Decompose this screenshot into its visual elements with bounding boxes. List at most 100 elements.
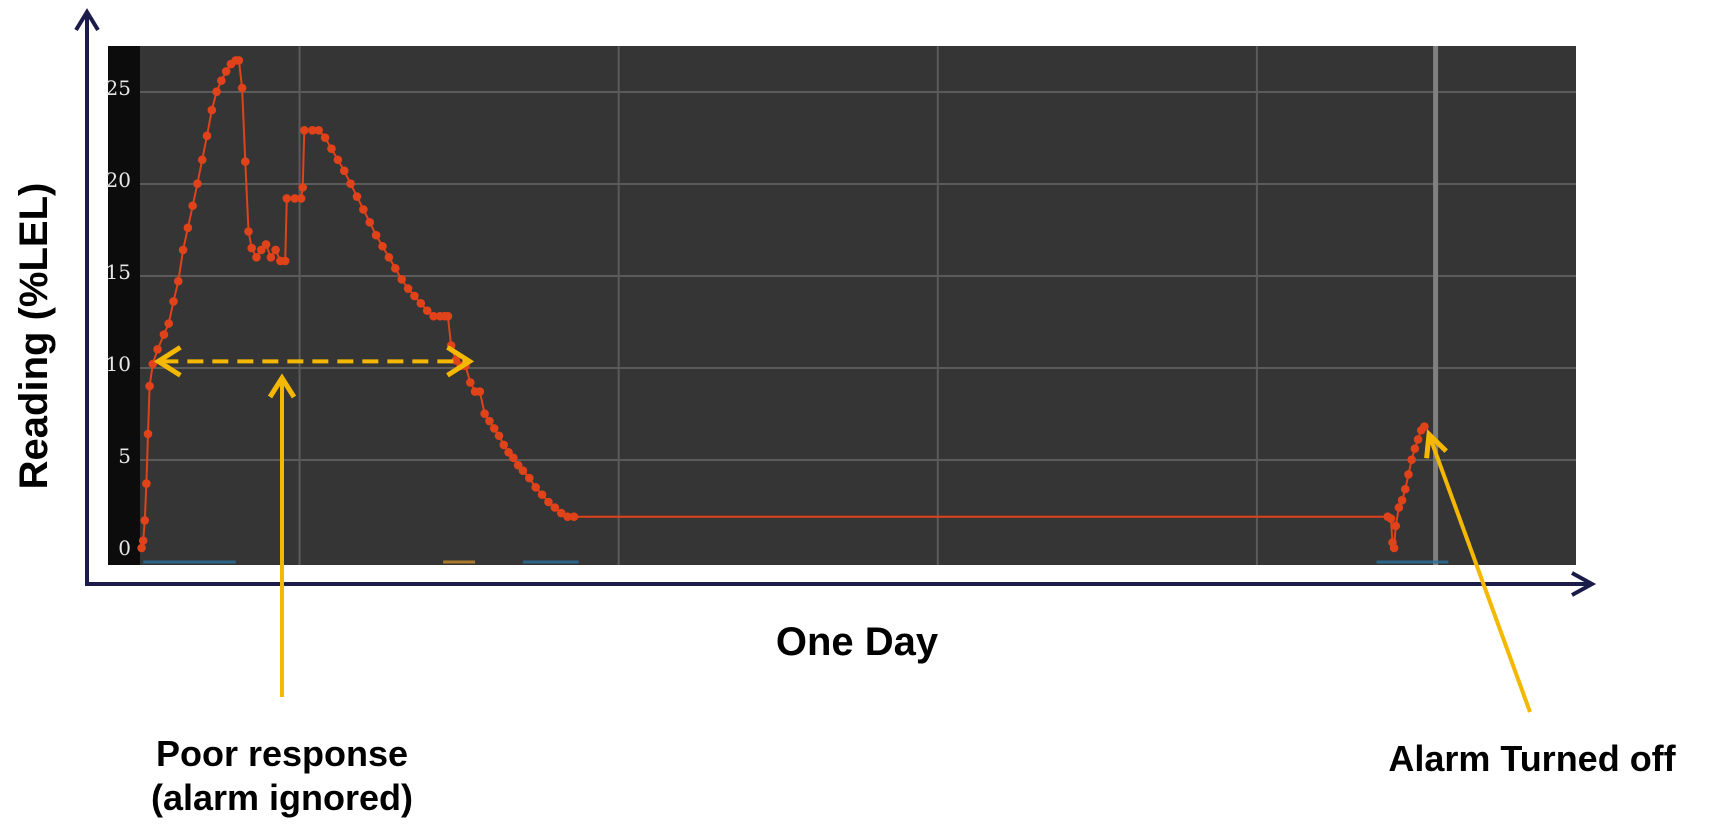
data-point-74 <box>494 431 504 441</box>
data-point-58 <box>416 298 426 308</box>
data-point-33 <box>271 245 280 255</box>
x-axis-arrowhead <box>1571 571 1597 597</box>
data-point-26 <box>241 157 250 166</box>
data-point-53 <box>384 252 394 262</box>
data-point-0 <box>137 543 146 553</box>
data-point-49 <box>359 205 368 214</box>
data-point-54 <box>390 264 400 273</box>
data-point-95 <box>1394 503 1404 512</box>
data-point-46 <box>339 166 349 176</box>
data-point-59 <box>422 306 432 315</box>
data-point-75 <box>499 440 509 450</box>
data-point-73 <box>489 424 499 433</box>
data-point-4 <box>143 429 153 439</box>
alarm-off-arrow-shaft <box>1427 433 1532 713</box>
data-point-25 <box>237 83 247 93</box>
data-point-35 <box>280 256 290 266</box>
data-point-79 <box>518 466 528 476</box>
y-tick-label-20: 20 <box>106 168 131 192</box>
data-point-83 <box>544 497 553 507</box>
data-point-40 <box>300 126 309 135</box>
data-point-43 <box>320 133 330 142</box>
data-point-38 <box>296 194 306 203</box>
data-point-3 <box>142 479 151 488</box>
data-point-8 <box>159 330 169 339</box>
y-tick-label-15: 15 <box>106 260 131 284</box>
data-point-2 <box>140 516 150 525</box>
data-point-84 <box>550 503 560 512</box>
data-point-18 <box>207 105 217 115</box>
annotation-poor-response-line2: (alarm ignored) <box>151 777 413 818</box>
data-point-27 <box>244 227 253 236</box>
data-point-24 <box>234 56 244 65</box>
data-point-98 <box>1404 470 1413 479</box>
data-point-44 <box>327 144 336 154</box>
data-point-15 <box>193 179 202 188</box>
y-tick-label-5: 5 <box>118 444 131 468</box>
data-point-55 <box>397 275 406 284</box>
alarm-off-arrow-head <box>1424 428 1448 459</box>
data-point-48 <box>352 192 362 201</box>
annotation-alarm-turned-off: Alarm Turned off <box>1388 738 1676 779</box>
annotation-poor-response-line1: Poor response <box>156 733 408 774</box>
data-point-42 <box>314 126 324 135</box>
data-point-72 <box>485 416 494 426</box>
double-arrow-head-left <box>153 345 182 378</box>
data-point-31 <box>261 240 271 249</box>
data-point-94 <box>1391 521 1401 531</box>
data-point-86 <box>563 512 572 522</box>
data-point-57 <box>410 291 419 301</box>
data-point-28 <box>247 243 256 253</box>
data-point-11 <box>173 276 183 286</box>
data-point-71 <box>480 409 489 418</box>
data-point-82 <box>537 490 547 499</box>
data-point-52 <box>378 241 387 251</box>
plot-background <box>108 46 1576 565</box>
data-point-80 <box>525 473 534 483</box>
data-point-99 <box>1407 455 1416 464</box>
data-point-14 <box>188 201 197 211</box>
data-point-20 <box>217 76 226 85</box>
data-point-101 <box>1413 435 1423 444</box>
data-point-1 <box>138 536 148 545</box>
data-point-97 <box>1400 484 1410 494</box>
double-arrow-head-right <box>446 345 475 378</box>
data-point-70 <box>475 387 485 396</box>
y-tick-label-10: 10 <box>106 352 131 376</box>
x-axis-label: One Day <box>776 620 939 664</box>
data-point-41 <box>308 126 317 135</box>
data-point-56 <box>403 284 413 293</box>
y-axis-label: Reading (%LEL) <box>12 183 56 490</box>
data-point-32 <box>266 252 276 262</box>
data-point-10 <box>169 297 178 306</box>
annotations <box>153 345 1532 713</box>
data-point-103 <box>1420 422 1429 431</box>
data-point-19 <box>212 87 221 96</box>
y-tick-label-0: 0 <box>118 536 131 560</box>
data-point-68 <box>465 378 475 387</box>
data-point-9 <box>164 319 174 328</box>
data-point-91 <box>1386 514 1396 523</box>
gridlines <box>140 46 1576 565</box>
data-point-50 <box>365 218 375 227</box>
data-point-100 <box>1410 444 1420 453</box>
data-point-93 <box>1389 543 1399 553</box>
data-point-45 <box>333 155 343 165</box>
data-point-77 <box>509 453 518 463</box>
pointer-arrow-head <box>267 373 297 399</box>
data-point-87 <box>569 512 579 522</box>
data-point-21 <box>221 67 231 76</box>
data-point-96 <box>1397 495 1407 505</box>
data-point-13 <box>183 223 193 233</box>
data-point-5 <box>145 381 154 391</box>
y-axis-arrowhead <box>74 8 100 32</box>
data-point-7 <box>153 344 162 354</box>
y-tick-label-25: 25 <box>106 76 131 100</box>
data-point-37 <box>290 194 300 203</box>
axes <box>74 8 1597 597</box>
data-point-81 <box>531 482 540 492</box>
data-point-85 <box>556 508 566 518</box>
data-point-47 <box>346 179 355 188</box>
data-point-63 <box>443 311 453 321</box>
